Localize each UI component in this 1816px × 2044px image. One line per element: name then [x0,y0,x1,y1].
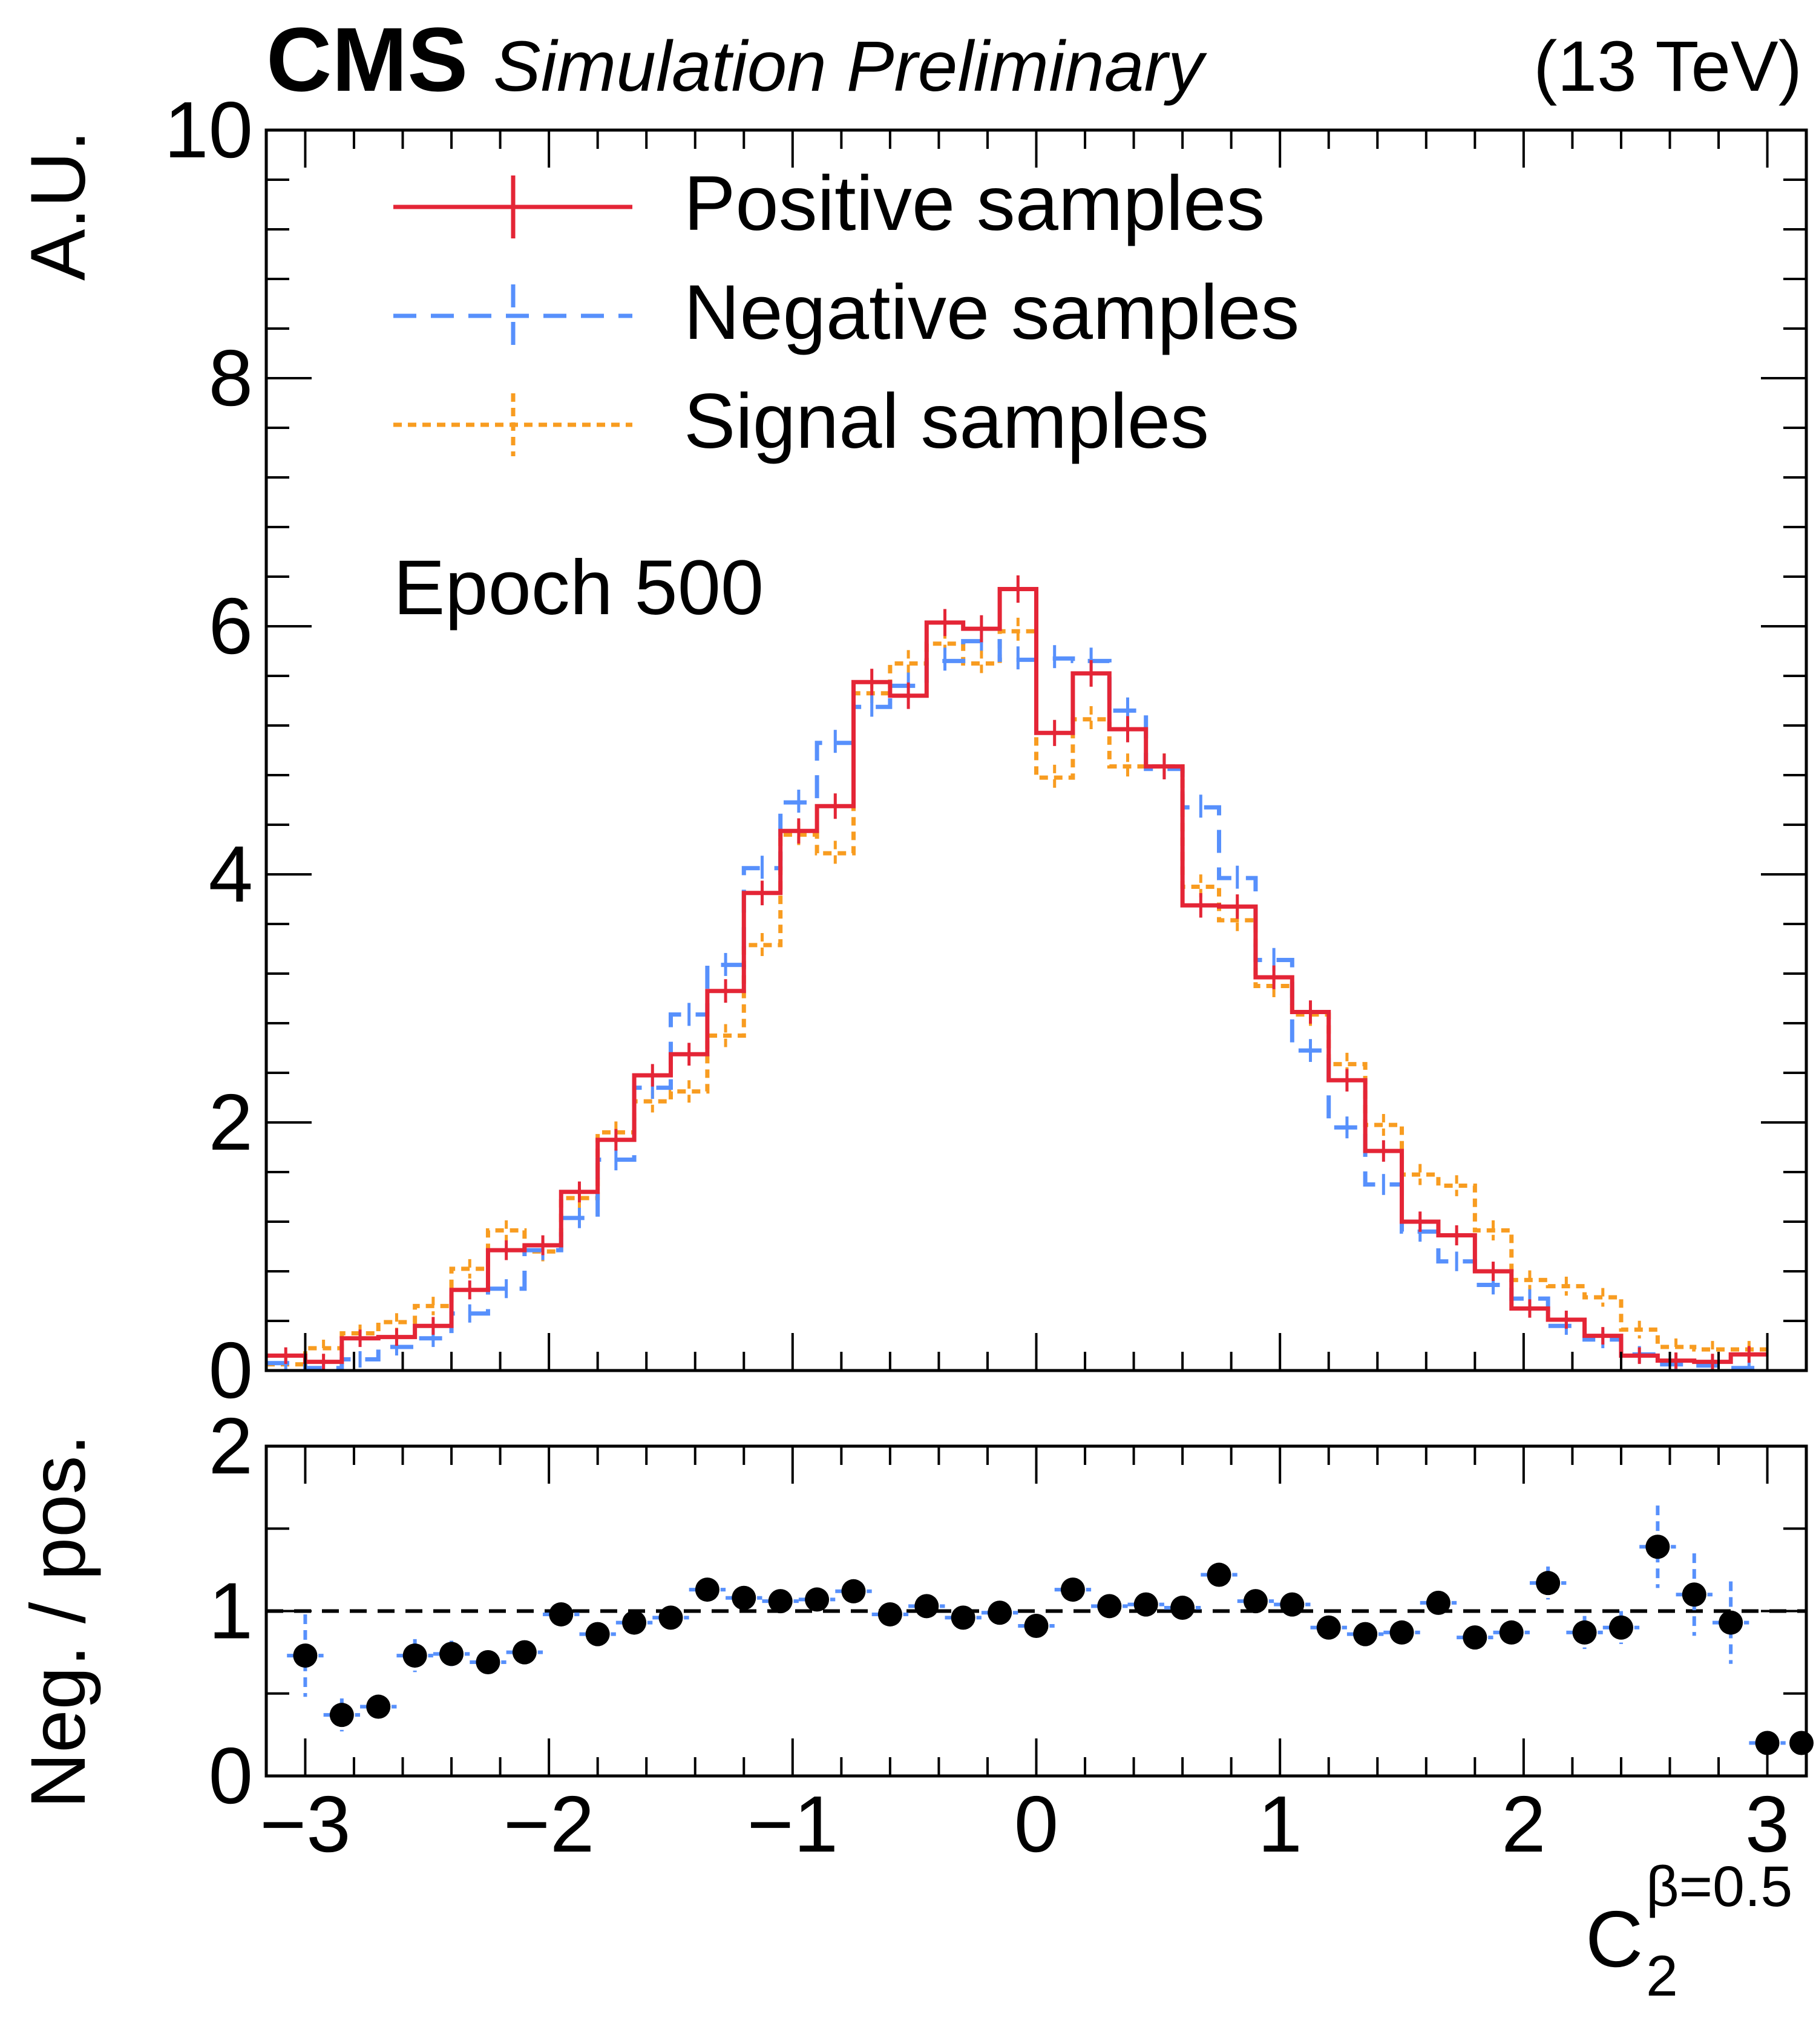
ratio-point [1133,1592,1158,1617]
ratio-point [805,1587,830,1612]
ratio-point [1719,1610,1743,1635]
main-panel: 0 2 4 6 8 10 [164,85,1808,1415]
x-axis-title-subscript: 2 [1646,1944,1678,2008]
ratio-point [1682,1582,1706,1607]
histogram-positive [266,587,1768,1364]
y-tick-label-main: 8 [209,333,253,422]
x-tick-label: −3 [260,1780,351,1869]
ratio-point [841,1579,866,1603]
ratio-panel: −3 −2 −1 0 1 2 3 0 1 2 [209,1401,1814,1869]
y-tick-label-main: 4 [209,830,253,919]
ratio-point [1280,1592,1305,1617]
energy-label: (13 TeV) [1533,27,1802,106]
ratio-point [695,1577,720,1602]
x-tick-label: 2 [1501,1780,1546,1869]
ratio-point [402,1643,427,1668]
y-tick-label-ratio: 2 [209,1401,253,1490]
ratio-point [585,1622,610,1646]
y-tick-label-main: 2 [209,1078,253,1167]
histogram-negative [266,639,1768,1371]
ratio-point [1463,1625,1487,1650]
y-tick-label-main: 10 [164,85,253,174]
x-axis-title-superscript: β=0.5 [1646,1855,1792,1919]
ratio-point [549,1602,574,1626]
ratio-point [658,1605,683,1630]
histogram-signal [266,629,1768,1367]
y-axis-title-ratio: Neg. / pos. [15,1434,102,1809]
ratio-point [1572,1620,1597,1645]
ratio-point [512,1640,537,1665]
ratio-point [951,1605,975,1630]
ratio-point [1536,1571,1561,1596]
legend-label-negative: Negative samples [684,269,1299,356]
y-tick-label-ratio: 1 [209,1567,253,1656]
ratio-point [366,1694,391,1719]
ratio-point [1499,1620,1524,1645]
ratio-point [877,1602,902,1626]
ratio-point [293,1643,318,1668]
y-axis-title-main: A.U. [15,130,102,281]
ratio-point [439,1642,464,1666]
y-tick-label-ratio: 0 [209,1731,253,1820]
x-tick-label: −2 [503,1780,595,1869]
legend: Positive samples Negative samples Signal… [393,160,1299,465]
status-label: Simulation Preliminary [493,27,1207,106]
legend-entry-positive: Positive samples [393,160,1265,247]
legend-label-positive: Positive samples [684,160,1265,247]
x-axis-title-main: C [1585,1895,1643,1983]
ratio-point [732,1585,756,1610]
ratio-point [1608,1615,1633,1640]
ratio-point [476,1649,500,1674]
ratio-point [988,1600,1012,1625]
epoch-annotation: Epoch 500 [393,545,764,631]
x-tick-label: 0 [1014,1780,1058,1869]
ratio-point [1389,1620,1414,1645]
ratio-point [1353,1622,1378,1646]
ratio-point [1024,1614,1049,1639]
x-axis-title: C [1585,1895,1643,1983]
ratio-point [1207,1562,1231,1587]
ratio-point [1097,1594,1122,1619]
x-tick-label: −1 [747,1780,839,1869]
legend-label-signal: Signal samples [684,378,1209,465]
ratio-point [768,1589,793,1614]
cms-label: CMS [266,8,468,110]
legend-entry-negative: Negative samples [393,269,1299,356]
y-tick-label-main: 6 [209,581,253,670]
ratio-point [1789,1731,1814,1755]
x-tick-label: 1 [1257,1780,1302,1869]
ratio-point [1426,1590,1451,1615]
ratio-point [914,1594,939,1619]
ratio-point [622,1610,647,1635]
x-tick-label: 3 [1745,1780,1789,1869]
y-tick-label-main: 0 [209,1326,253,1415]
legend-entry-signal: Signal samples [393,378,1209,465]
ratio-point [1645,1535,1670,1559]
ratio-point [1316,1615,1341,1640]
ratio-point [1243,1589,1268,1614]
ratio-point [1060,1577,1085,1602]
ratio-point [1170,1596,1195,1620]
ratio-point [1755,1731,1780,1755]
ratio-point [329,1703,354,1728]
